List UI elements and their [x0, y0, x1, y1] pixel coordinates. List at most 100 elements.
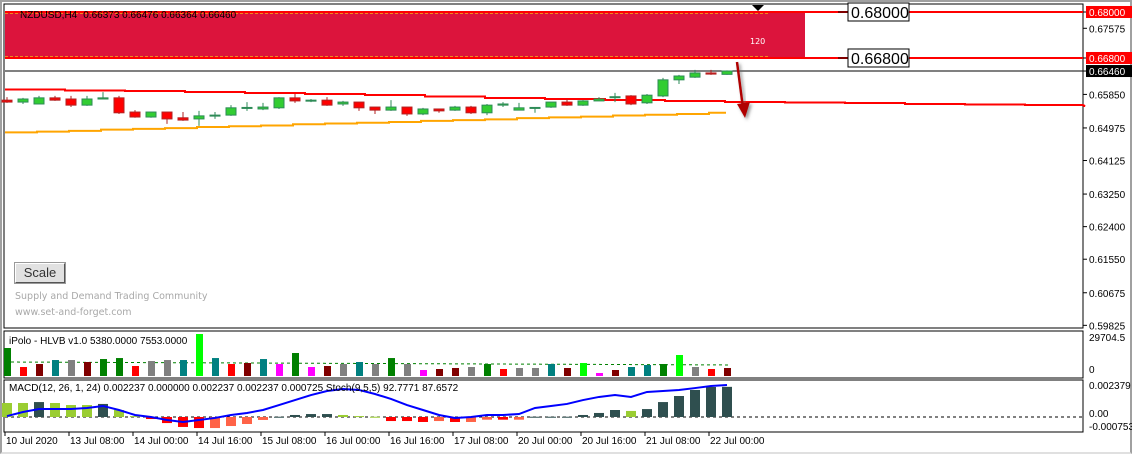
volume-bar	[708, 369, 715, 376]
candle[interactable]	[1, 97, 13, 103]
candle[interactable]	[689, 69, 701, 78]
candle[interactable]	[417, 107, 429, 116]
candle[interactable]	[33, 95, 45, 105]
candle[interactable]	[385, 100, 397, 111]
candle-body	[97, 97, 109, 100]
watermark-line1: Supply and Demand Trading Community	[15, 291, 208, 302]
candle[interactable]	[545, 101, 557, 108]
volume-bar	[676, 355, 683, 376]
price-tick-label: 0.65850	[1089, 90, 1126, 101]
shift-marker-icon[interactable]	[752, 5, 764, 11]
candle[interactable]	[129, 110, 141, 118]
macd-histogram-bar	[66, 405, 76, 417]
candle[interactable]	[145, 111, 157, 118]
candle-body	[177, 117, 189, 121]
macd-histogram-bar	[114, 410, 124, 417]
candle[interactable]	[625, 95, 637, 106]
candle[interactable]	[449, 105, 461, 111]
candle[interactable]	[497, 102, 509, 108]
macd-histogram-bar	[290, 414, 300, 417]
candle[interactable]	[433, 108, 445, 113]
candle[interactable]	[561, 99, 573, 106]
volume-bar	[468, 367, 475, 376]
candle[interactable]	[193, 110, 205, 126]
volume-panel[interactable]	[3, 330, 1084, 379]
candle[interactable]	[273, 97, 285, 109]
volume-axis-label: 29704.5	[1089, 333, 1126, 344]
candle-body	[1, 99, 13, 103]
time-tick-label: 13 Jul 08:00	[70, 436, 125, 447]
volume-bar	[612, 370, 619, 376]
volume-bar	[260, 359, 267, 376]
price-panel[interactable]: 120 0.68000 0.66800	[1, 2, 1086, 329]
volume-bar	[68, 360, 75, 376]
candle[interactable]	[721, 70, 733, 75]
level-label-box	[847, 2, 910, 22]
supply-zone[interactable]	[5, 11, 805, 58]
macd-histogram-bar	[418, 417, 428, 422]
volume-bar	[388, 358, 395, 376]
candle[interactable]	[225, 105, 237, 116]
candle[interactable]	[465, 105, 477, 114]
candle[interactable]	[241, 102, 253, 111]
candle[interactable]	[177, 112, 189, 121]
candle[interactable]	[401, 106, 413, 116]
scale-button[interactable]: Scale	[15, 263, 65, 283]
candle[interactable]	[577, 100, 589, 106]
macd-histogram-bar	[642, 409, 652, 417]
macd-histogram-bar	[578, 414, 588, 417]
macd-histogram-bar	[338, 414, 348, 417]
candle[interactable]	[81, 95, 93, 106]
volume-bar	[404, 364, 411, 376]
candle[interactable]	[641, 94, 653, 104]
macd-histogram-bar	[706, 386, 716, 417]
candle[interactable]	[97, 92, 109, 100]
candle[interactable]	[17, 97, 29, 104]
volume-bar	[596, 373, 603, 376]
macd-histogram-bar	[482, 417, 492, 420]
candle[interactable]	[705, 69, 717, 75]
candle[interactable]	[305, 99, 317, 103]
candle-body	[513, 107, 525, 111]
candle[interactable]	[257, 102, 269, 111]
candle-body	[161, 111, 173, 120]
volume-bar	[20, 367, 27, 376]
candle[interactable]	[353, 101, 365, 111]
macd-histogram-bar	[594, 412, 604, 417]
candle[interactable]	[593, 97, 605, 102]
volume-bar	[356, 362, 363, 376]
candle[interactable]	[513, 102, 525, 111]
candle[interactable]	[369, 106, 381, 114]
volume-bar	[436, 369, 443, 376]
candle[interactable]	[337, 100, 349, 106]
candle[interactable]	[49, 95, 61, 101]
macd-axis-label: -0.000753	[1089, 422, 1132, 433]
candle[interactable]	[65, 95, 77, 108]
candle[interactable]	[289, 94, 301, 103]
macd-histogram-bar	[98, 403, 108, 417]
candle[interactable]	[609, 92, 621, 103]
candle-body	[401, 106, 413, 115]
macd-panel[interactable]	[2, 379, 1084, 433]
volume-bar	[196, 334, 203, 376]
candle[interactable]	[321, 97, 333, 106]
candle-body	[641, 94, 653, 104]
candle[interactable]	[657, 77, 669, 98]
red-moving-average	[5, 88, 1086, 107]
volume-bar	[164, 360, 171, 376]
volume-bar	[308, 367, 315, 376]
volume-bar	[180, 360, 187, 376]
macd-histogram-bar	[130, 416, 140, 418]
candle[interactable]	[529, 106, 541, 113]
volume-bar	[324, 366, 331, 376]
candle[interactable]	[673, 74, 685, 85]
candle[interactable]	[161, 111, 173, 124]
volume-bar	[212, 358, 219, 376]
candle-body	[193, 115, 205, 120]
candle[interactable]	[209, 112, 221, 119]
price-tick-label: 0.62400	[1089, 223, 1126, 234]
candle[interactable]	[113, 95, 125, 114]
candle[interactable]	[481, 103, 493, 116]
macd-histogram-bar	[354, 416, 364, 418]
